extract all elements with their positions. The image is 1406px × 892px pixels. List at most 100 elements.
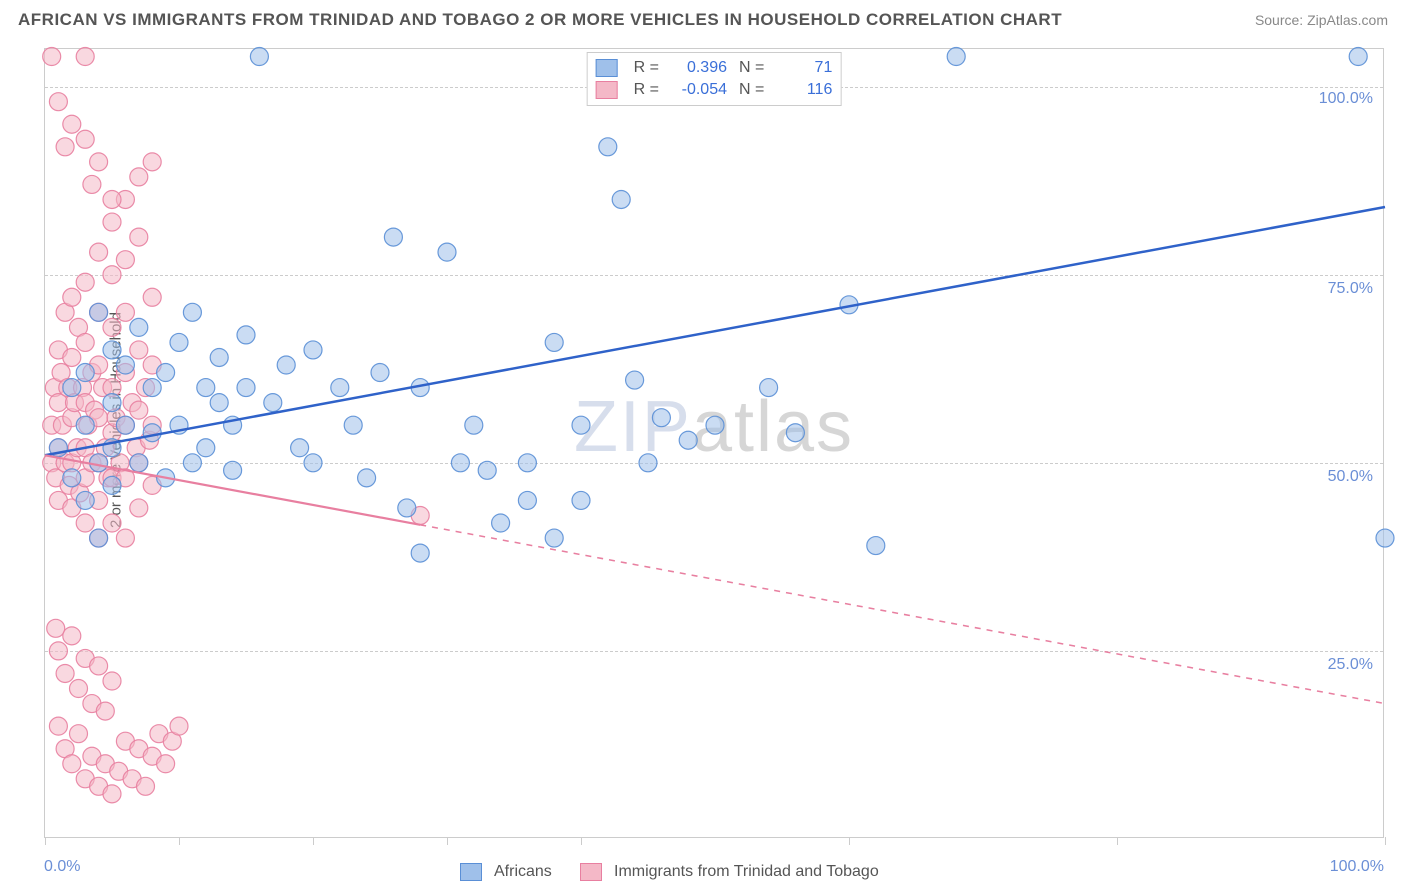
scatter-point	[170, 717, 188, 735]
scatter-point	[103, 213, 121, 231]
scatter-point	[103, 394, 121, 412]
scatter-point	[103, 190, 121, 208]
scatter-point	[210, 348, 228, 366]
scatter-point	[130, 228, 148, 246]
scatter-point	[572, 491, 590, 509]
scatter-point	[76, 273, 94, 291]
r-label-0: R =	[634, 57, 659, 79]
scatter-point	[398, 499, 416, 517]
legend-swatch	[580, 863, 602, 881]
x-tick	[313, 837, 314, 845]
scatter-point	[599, 138, 617, 156]
n-value-0: 71	[776, 57, 832, 79]
scatter-point	[197, 379, 215, 397]
scatter-point	[331, 379, 349, 397]
legend-stats-row-0: R = 0.396 N = 71	[596, 57, 833, 79]
scatter-point	[612, 190, 630, 208]
scatter-point	[210, 394, 228, 412]
legend-swatch-1	[596, 81, 618, 99]
scatter-point	[63, 755, 81, 773]
scatter-point	[130, 168, 148, 186]
legend-label: Africans	[494, 863, 552, 881]
legend-stats: R = 0.396 N = 71 R = -0.054 N = 116	[587, 52, 842, 106]
scatter-point	[760, 379, 778, 397]
scatter-point	[49, 93, 67, 111]
trend-line-dashed	[420, 525, 1385, 704]
r-value-1: -0.054	[671, 79, 727, 101]
scatter-point	[157, 364, 175, 382]
scatter-point	[143, 379, 161, 397]
chart-title: AFRICAN VS IMMIGRANTS FROM TRINIDAD AND …	[18, 10, 1062, 30]
scatter-point	[492, 514, 510, 532]
scatter-point	[103, 476, 121, 494]
scatter-point	[49, 642, 67, 660]
scatter-point	[116, 416, 134, 434]
scatter-point	[70, 725, 88, 743]
scatter-point	[90, 243, 108, 261]
x-axis-label-left: 0.0%	[44, 858, 80, 876]
legend-swatch-0	[596, 59, 618, 77]
scatter-point	[130, 401, 148, 419]
legend-stats-row-1: R = -0.054 N = 116	[596, 79, 833, 101]
n-value-1: 116	[776, 79, 832, 101]
x-axis-label-right: 100.0%	[1330, 858, 1384, 876]
scatter-point	[116, 251, 134, 269]
scatter-point	[63, 115, 81, 133]
scatter-point	[706, 416, 724, 434]
scatter-point	[116, 356, 134, 374]
scatter-point	[47, 619, 65, 637]
scatter-point	[63, 627, 81, 645]
scatter-point	[237, 326, 255, 344]
scatter-point	[103, 266, 121, 284]
x-tick	[179, 837, 180, 845]
scatter-point	[264, 394, 282, 412]
scatter-point	[137, 777, 155, 795]
scatter-point	[103, 341, 121, 359]
scatter-point	[224, 461, 242, 479]
scatter-point	[49, 717, 67, 735]
n-label-0: N =	[739, 57, 764, 79]
scatter-point	[76, 48, 94, 66]
scatter-point	[103, 318, 121, 336]
scatter-point	[1376, 529, 1394, 547]
scatter-point	[90, 153, 108, 171]
r-value-0: 0.396	[671, 57, 727, 79]
r-label-1: R =	[634, 79, 659, 101]
legend-bottom-item: Immigrants from Trinidad and Tobago	[580, 863, 879, 881]
scatter-point	[250, 48, 268, 66]
n-label-1: N =	[739, 79, 764, 101]
legend-bottom-item: Africans	[460, 863, 552, 881]
scatter-point	[130, 341, 148, 359]
scatter-point	[786, 424, 804, 442]
scatter-point	[572, 416, 590, 434]
legend-swatch	[460, 863, 482, 881]
scatter-point	[237, 379, 255, 397]
scatter-point	[130, 499, 148, 517]
x-tick	[447, 837, 448, 845]
scatter-point	[478, 461, 496, 479]
x-tick	[849, 837, 850, 845]
scatter-point	[143, 424, 161, 442]
scatter-point	[43, 48, 61, 66]
scatter-point	[304, 341, 322, 359]
scatter-point	[183, 454, 201, 472]
scatter-point	[867, 537, 885, 555]
scatter-point	[70, 680, 88, 698]
scatter-point	[626, 371, 644, 389]
scatter-point	[197, 439, 215, 457]
scatter-point	[545, 333, 563, 351]
scatter-svg	[45, 49, 1383, 837]
scatter-point	[291, 439, 309, 457]
scatter-point	[451, 454, 469, 472]
scatter-point	[76, 333, 94, 351]
source-label: Source: ZipAtlas.com	[1255, 12, 1388, 28]
x-tick	[45, 837, 46, 845]
x-tick	[1117, 837, 1118, 845]
scatter-point	[384, 228, 402, 246]
scatter-point	[157, 755, 175, 773]
scatter-point	[90, 303, 108, 321]
scatter-point	[103, 785, 121, 803]
scatter-point	[143, 288, 161, 306]
scatter-point	[63, 348, 81, 366]
scatter-point	[639, 454, 657, 472]
